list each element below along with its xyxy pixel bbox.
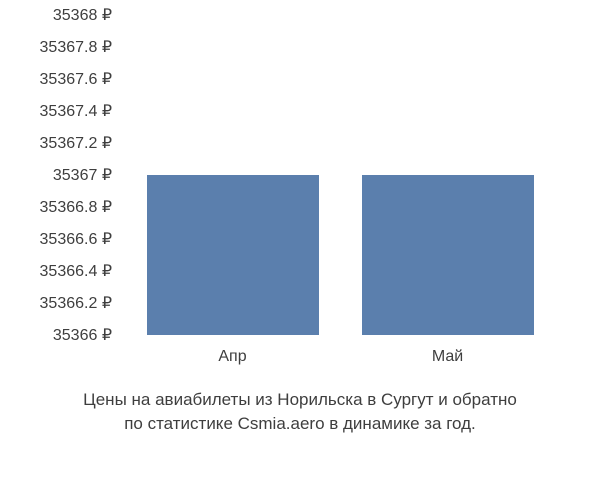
y-tick-label: 35366.4 ₽ — [40, 261, 112, 281]
y-tick-label: 35367 ₽ — [53, 165, 112, 185]
y-tick-label: 35368 ₽ — [53, 5, 112, 25]
y-tick-label: 35366.2 ₽ — [40, 293, 112, 313]
caption-line-1: Цены на авиабилеты из Норильска в Сургут… — [83, 390, 517, 409]
y-axis: 35368 ₽35367.8 ₽35367.6 ₽35367.4 ₽35367.… — [0, 15, 120, 335]
x-tick-label: Апр — [218, 348, 246, 366]
y-tick-label: 35367.6 ₽ — [40, 69, 112, 89]
y-tick-label: 35366 ₽ — [53, 325, 112, 345]
y-tick-label: 35367.4 ₽ — [40, 101, 112, 121]
bar — [147, 175, 319, 335]
y-tick-label: 35367.8 ₽ — [40, 37, 112, 57]
bar — [362, 175, 534, 335]
caption-line-2: по статистике Csmia.aero в динамике за г… — [124, 414, 476, 433]
x-tick-label: Май — [432, 348, 463, 366]
plot-area — [125, 15, 555, 335]
y-tick-label: 35366.8 ₽ — [40, 197, 112, 217]
y-tick-label: 35366.6 ₽ — [40, 229, 112, 249]
y-tick-label: 35367.2 ₽ — [40, 133, 112, 153]
x-axis: Апр Май — [125, 340, 555, 370]
chart-caption: Цены на авиабилеты из Норильска в Сургут… — [0, 388, 600, 436]
price-chart: 35368 ₽ 35367.8 ₽ 35367.6 ₽ 35367.4 ₽ 35367.… — [0, 0, 600, 500]
